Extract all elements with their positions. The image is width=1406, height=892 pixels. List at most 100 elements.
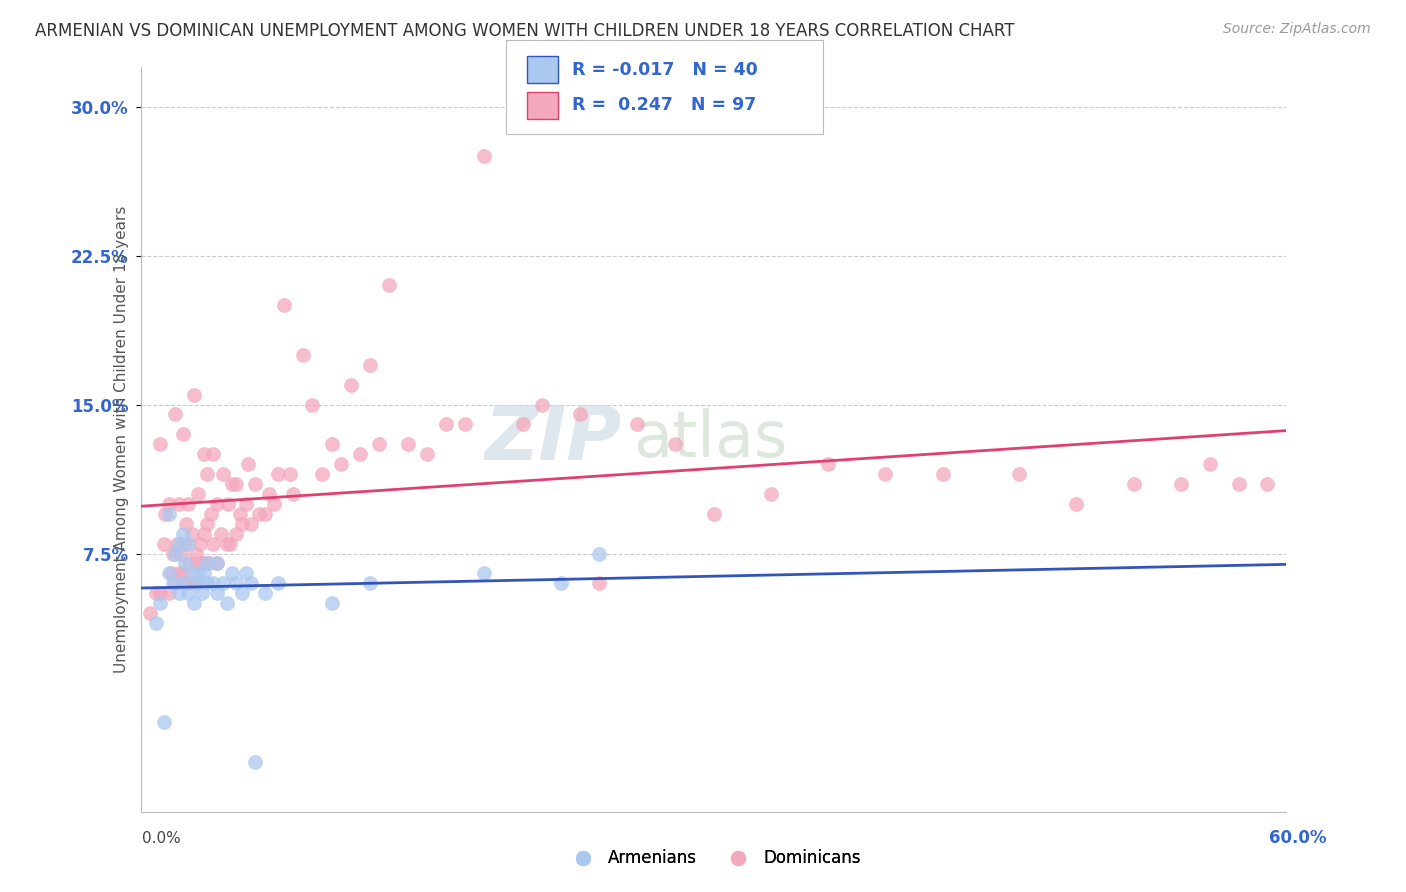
Point xyxy=(183,387,205,401)
Point xyxy=(205,557,228,571)
Point xyxy=(152,715,174,730)
Point xyxy=(190,557,212,571)
Point xyxy=(205,497,228,511)
Point xyxy=(173,536,195,550)
Point xyxy=(330,457,353,471)
Point xyxy=(253,586,276,600)
Point xyxy=(1122,477,1144,491)
Point xyxy=(200,507,222,521)
Point xyxy=(759,487,782,501)
Point xyxy=(190,586,212,600)
Legend: Armenians, Dominicans: Armenians, Dominicans xyxy=(560,843,868,874)
Point xyxy=(197,557,219,571)
Point xyxy=(163,576,186,591)
Text: 60.0%: 60.0% xyxy=(1270,829,1326,847)
Point xyxy=(202,447,225,461)
Point xyxy=(167,566,190,581)
Point xyxy=(197,467,219,481)
Point xyxy=(209,526,232,541)
Point xyxy=(211,467,233,481)
Point xyxy=(184,547,207,561)
Point xyxy=(225,576,247,591)
Point xyxy=(152,536,174,550)
Point xyxy=(183,596,205,610)
Point xyxy=(202,536,225,550)
Point xyxy=(197,516,219,531)
Point xyxy=(245,755,267,769)
Point xyxy=(1008,467,1031,481)
Point xyxy=(157,507,180,521)
Point xyxy=(167,536,190,550)
Point xyxy=(291,348,314,362)
Point xyxy=(215,596,238,610)
Point xyxy=(167,586,190,600)
Point xyxy=(416,447,439,461)
Point xyxy=(664,437,686,451)
Point xyxy=(193,447,215,461)
Point xyxy=(1227,477,1250,491)
Point xyxy=(231,586,253,600)
Point xyxy=(167,497,190,511)
Point xyxy=(588,576,610,591)
Point xyxy=(157,586,180,600)
Point xyxy=(267,467,290,481)
Point xyxy=(181,566,204,581)
Point xyxy=(472,149,495,163)
Point xyxy=(626,417,648,432)
Text: ZIP: ZIP xyxy=(485,403,621,475)
Point xyxy=(163,547,186,561)
Point xyxy=(177,497,200,511)
Point xyxy=(217,497,239,511)
Point xyxy=(183,576,205,591)
Y-axis label: Unemployment Among Women with Children Under 18 years: Unemployment Among Women with Children U… xyxy=(114,206,129,673)
Point xyxy=(157,497,180,511)
Point xyxy=(172,566,194,581)
Text: R =  0.247   N = 97: R = 0.247 N = 97 xyxy=(572,96,756,114)
Point xyxy=(160,566,183,581)
Point xyxy=(245,477,267,491)
Point xyxy=(198,557,221,571)
Point xyxy=(187,576,209,591)
Point xyxy=(267,576,290,591)
Point xyxy=(219,536,242,550)
Point xyxy=(145,586,167,600)
Point xyxy=(172,576,194,591)
Point xyxy=(194,557,217,571)
Point xyxy=(187,566,209,581)
Point xyxy=(321,596,343,610)
Point xyxy=(162,547,184,561)
Point xyxy=(257,487,280,501)
Point xyxy=(875,467,897,481)
Point xyxy=(588,547,610,561)
Point xyxy=(231,516,253,531)
Point xyxy=(139,606,162,620)
Point xyxy=(1199,457,1222,471)
Point xyxy=(235,566,257,581)
Point xyxy=(202,576,225,591)
Point xyxy=(149,437,172,451)
Point xyxy=(187,557,209,571)
Text: Source: ZipAtlas.com: Source: ZipAtlas.com xyxy=(1223,22,1371,37)
Point xyxy=(155,507,177,521)
Point xyxy=(378,278,401,293)
Point xyxy=(221,477,243,491)
Point xyxy=(162,576,184,591)
Point xyxy=(247,507,270,521)
Point xyxy=(530,398,553,412)
Point xyxy=(1170,477,1192,491)
Point xyxy=(229,507,252,521)
Point xyxy=(311,467,333,481)
Point xyxy=(240,576,263,591)
Point xyxy=(221,566,243,581)
Text: atlas: atlas xyxy=(633,409,787,470)
Point xyxy=(179,557,201,571)
Text: 0.0%: 0.0% xyxy=(142,831,181,846)
Point xyxy=(1066,497,1088,511)
Point xyxy=(1256,477,1278,491)
Point xyxy=(172,427,194,442)
Point xyxy=(177,586,200,600)
Point xyxy=(278,467,301,481)
Point xyxy=(932,467,955,481)
Point xyxy=(215,536,238,550)
Point xyxy=(321,437,343,451)
